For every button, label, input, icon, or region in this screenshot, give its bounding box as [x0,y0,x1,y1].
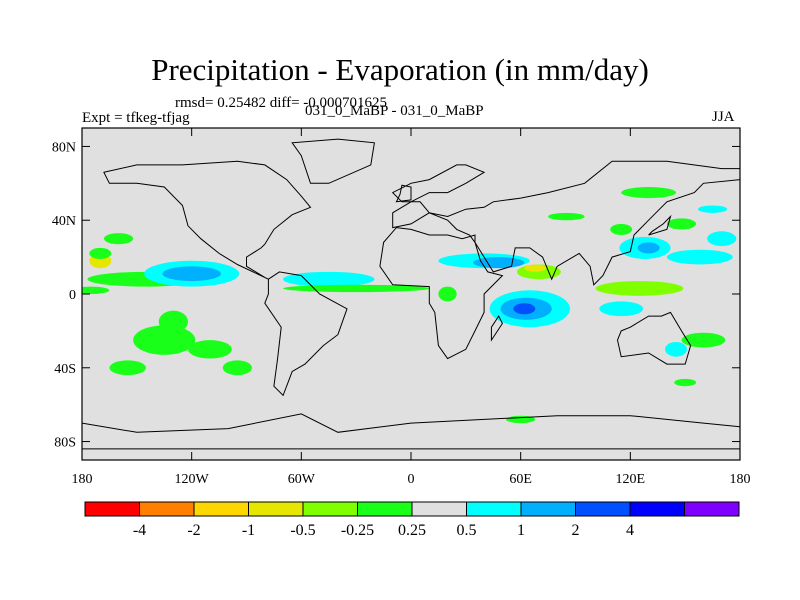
anomaly-patch [666,218,697,230]
anomaly-patch [665,341,687,357]
colorbar-swatch [193,501,249,517]
colorbar-swatch [302,501,358,517]
latitude-axis: 80N 40N 0 40S 80S [52,140,740,451]
anomaly-patch [103,233,134,245]
anomaly-patch [548,212,585,221]
coastline [264,271,348,397]
colorbar-label: 4 [626,522,634,539]
colorbar-swatch [84,501,140,517]
colorbar-label: -2 [187,522,200,539]
anomaly-patch [89,247,112,259]
anomaly-patch [637,242,660,254]
lat-tick-label: 80S [54,436,76,451]
lat-tick-label: 80N [52,140,76,155]
colorbar-swatch [629,501,685,517]
colorbar: -4 -2 -1 -0.5 -0.25 0.25 0.5 1 2 4 [84,501,740,539]
anomaly-patch [109,360,146,376]
anomaly-patch [473,257,525,269]
colorbar-swatch [520,501,576,517]
lon-tick-label: 60E [509,472,532,487]
anomaly-patch [681,332,726,348]
anomaly-patch [438,286,457,302]
season-label: JJA [712,109,735,125]
anomaly-patch [666,249,733,265]
anomaly-layer [82,187,737,424]
longitude-axis: 180 120W 60W 0 60E 120E 180 [72,128,751,487]
anomaly-patch [188,340,232,359]
anomaly-patch [595,281,684,296]
anomaly-patch [283,284,430,293]
anomaly-patch [599,301,644,317]
anomaly-patch [222,360,252,376]
lon-tick-label: 0 [408,472,415,487]
anomaly-patch [283,271,375,287]
lon-tick-label: 120E [616,472,646,487]
colorbar-label: 1 [517,522,525,539]
colorbar-label: 0.5 [457,522,477,539]
lat-tick-label: 40N [52,214,76,229]
stats-label: rmsd= 0.25482 diff= -0.000701625 [175,95,388,111]
anomaly-patch [162,266,221,282]
anomaly-patch [82,286,110,294]
coastline [490,315,503,342]
colorbar-swatch [575,501,631,517]
experiment-label: Expt = tfkeg-tfjag [82,110,190,126]
coastline [379,160,740,360]
coastline [82,413,740,450]
colorbar-swatch [139,501,195,517]
coastline [648,214,672,236]
coastline [395,184,412,203]
colorbar-swatch [248,501,304,517]
coastline [616,311,692,365]
lon-tick-label: 120W [175,472,210,487]
colorbar-label: -4 [133,522,146,539]
anomaly-patch [707,231,737,247]
coastline-layer [82,138,740,450]
colorbar-swatch [411,501,467,517]
colorbar-label: -1 [242,522,255,539]
anomaly-patch [621,187,677,199]
lon-tick-label: 180 [730,472,751,487]
anomaly-patch [524,264,547,272]
colorbar-swatch [466,501,522,517]
colorbar-label: -0.5 [290,522,315,539]
lon-tick-label: 180 [72,472,93,487]
coastline [103,160,312,280]
anomaly-patch [133,325,196,355]
anomaly-patch [697,205,728,213]
colorbar-label: -0.25 [341,522,374,539]
plot-title: Precipitation - Evaporation (in mm/day) [151,52,649,87]
lat-tick-label: 40S [54,362,76,377]
comparison-label: 031_0_MaBP - 031_0_MaBP [305,103,484,119]
coastline [291,138,375,184]
colorbar-label: 2 [572,522,580,539]
colorbar-label: 0.25 [398,522,426,539]
colorbar-swatch [684,501,740,517]
lat-tick-label: 0 [69,288,76,303]
anomaly-patch [674,378,697,387]
anomaly-patch [513,303,536,315]
colorbar-swatch [357,501,413,517]
anomaly-patch [610,223,633,235]
lon-tick-label: 60W [288,472,316,487]
